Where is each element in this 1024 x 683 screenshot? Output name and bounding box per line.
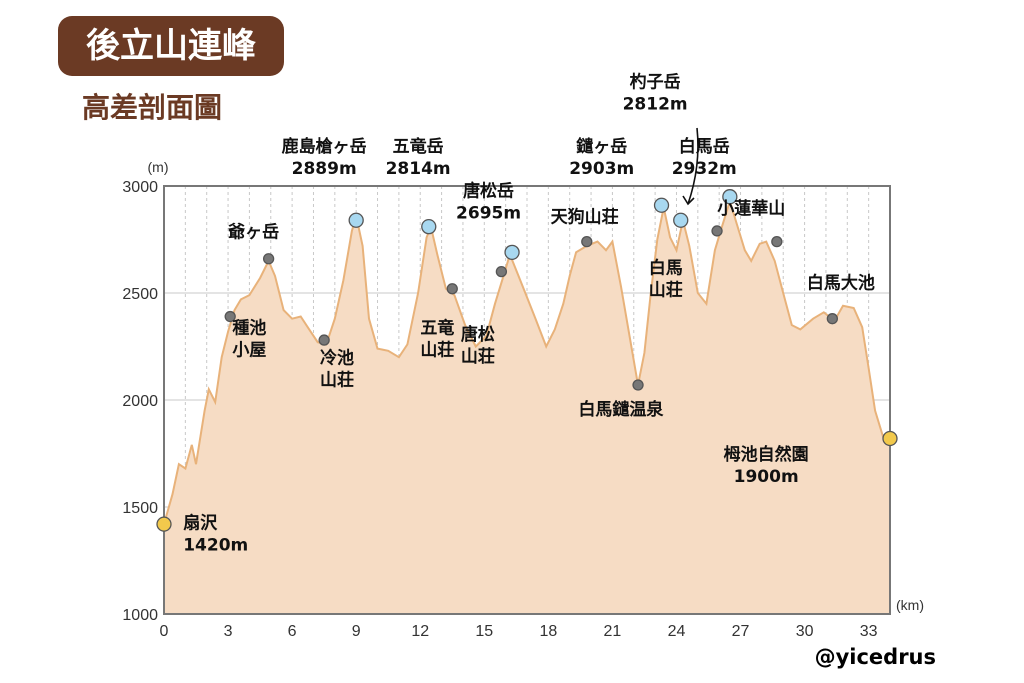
y-tick-label: 1500 — [122, 500, 158, 517]
point-label: 白馬大池 — [807, 273, 875, 294]
point-label: 天狗山荘 — [551, 206, 619, 227]
summit-marker: 鑓ヶ岳 — [653, 197, 670, 213]
markers: 扇沢種池小屋爺ヶ岳冷池山荘鹿島槍ヶ岳五竜岳五竜山荘唐松山荘唐松岳天狗山荘白馬鑓温… — [156, 189, 898, 532]
y-tick-label: 2000 — [122, 393, 158, 410]
plot-frame — [163, 185, 891, 615]
x-tick-label: 12 — [411, 623, 429, 640]
x-tick-label: 30 — [796, 623, 814, 640]
summit-marker: 白馬岳 — [722, 189, 738, 205]
waypoint-marker: 小蓮華山 — [771, 235, 783, 248]
pointer-arrow — [687, 127, 699, 205]
point-label: 唐松岳 2695m — [456, 181, 521, 224]
waypoint-marker: 五竜山荘 — [446, 283, 458, 295]
point-label: 白馬岳 2932m — [672, 136, 737, 179]
point-label: 栂池自然園 1900m — [724, 444, 809, 487]
point-label: 扇沢 1420m — [183, 512, 248, 555]
endpoint-marker: 栂池自然園 — [882, 430, 898, 447]
x-tick-label: 15 — [475, 623, 493, 640]
chart-subtitle: 高差剖面圖 — [82, 91, 223, 124]
chart-title: 後立山連峰 — [86, 26, 256, 66]
x-tick-label: 21 — [604, 623, 622, 640]
elevation-area — [164, 201, 890, 614]
x-tick-label: 18 — [539, 623, 557, 640]
waypoint-marker: 冷池山荘 — [318, 334, 330, 346]
point-label: 五竜山荘 — [420, 318, 454, 361]
arrow-layer — [682, 127, 699, 206]
point-label: 種池小屋 — [232, 318, 266, 361]
y-tick-label: 2500 — [122, 286, 158, 303]
waypoint-marker: 白馬鑓温泉 — [632, 379, 644, 391]
x-tick-label: 3 — [224, 623, 233, 640]
credit-label: @yicedrus — [814, 645, 936, 669]
endpoint-marker: 扇沢 — [156, 516, 172, 532]
point-label: 冷池山荘 — [320, 348, 354, 391]
point-label: 小蓮華山 — [717, 198, 785, 219]
point-label: 白馬山荘 — [649, 258, 683, 301]
point-label: 鑓ヶ岳 2903m — [569, 136, 634, 179]
summit-marker: 杓子岳 — [673, 212, 689, 228]
waypoint-marker: 白馬山荘 — [711, 225, 723, 237]
pointer-arrow-head — [682, 195, 695, 206]
waypoint-marker: 爺ヶ岳 — [262, 253, 275, 265]
x-tick-label: 0 — [160, 623, 169, 640]
x-tick-label: 6 — [288, 623, 297, 640]
axes: 0 3 6 9 12 15 18 21 24 27 30 33 1000 1500 2000 2500 3000… — [122, 159, 924, 640]
x-tick-label: 9 — [352, 623, 361, 640]
waypoint-marker: 種池小屋 — [224, 310, 236, 323]
y-tick-label: 3000 — [122, 179, 158, 196]
summit-marker: 五竜岳 — [421, 219, 437, 235]
waypoint-marker: 白馬大池 — [826, 313, 838, 325]
point-label: 白馬鑓温泉 — [578, 399, 664, 420]
x-tick-label: 33 — [860, 623, 878, 640]
x-tick-label: 27 — [732, 623, 750, 640]
x-tick-label: 24 — [668, 623, 686, 640]
x-unit-label: (km) — [896, 597, 924, 613]
point-label: 爺ヶ岳 — [227, 221, 279, 242]
point-label: 鹿島槍ヶ岳 2889m — [282, 136, 367, 179]
waypoint-marker: 唐松山荘 — [495, 265, 508, 278]
summit-marker: 鹿島槍ヶ岳 — [348, 212, 364, 228]
point-label: 五竜岳 2814m — [386, 136, 451, 179]
y-unit-label: (m) — [148, 159, 169, 175]
summit-marker: 唐松岳 — [504, 244, 520, 260]
point-label: 唐松山荘 — [461, 324, 495, 367]
y-tick-label: 1000 — [122, 607, 158, 624]
title-badge: 後立山連峰 — [58, 16, 284, 76]
waypoint-marker: 天狗山荘 — [581, 235, 593, 248]
point-label: 杓子岳 2812m — [623, 72, 688, 115]
